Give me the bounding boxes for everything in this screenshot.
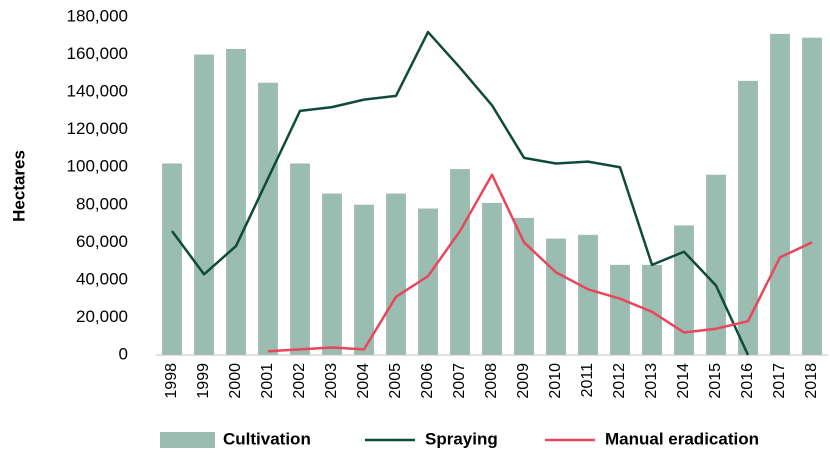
y-tick-label: 100,000 — [67, 157, 128, 176]
bar — [194, 54, 214, 356]
x-tick-label: 2012 — [611, 363, 628, 399]
x-tick-label: 2005 — [387, 363, 404, 399]
x-tick-label: 2014 — [675, 363, 692, 399]
x-tick-label: 2016 — [739, 363, 756, 399]
x-tick-label: 1999 — [195, 363, 212, 399]
legend-label: Manual eradication — [605, 429, 759, 448]
bar — [642, 264, 662, 355]
y-tick-label: 80,000 — [76, 194, 128, 213]
x-tick-label: 2006 — [419, 363, 436, 399]
x-tick-label: 2001 — [259, 363, 276, 399]
y-axis-label: Hectares — [9, 150, 28, 222]
bar — [354, 204, 374, 355]
bar — [482, 202, 502, 355]
x-tick-label: 2017 — [771, 363, 788, 399]
x-tick-label: 2004 — [355, 363, 372, 399]
y-tick-label: 20,000 — [76, 307, 128, 326]
x-tick-label: 2018 — [803, 363, 820, 399]
y-tick-label: 160,000 — [67, 44, 128, 63]
bar — [418, 208, 438, 355]
x-tick-label: 2013 — [643, 363, 660, 399]
line — [170, 30, 750, 356]
bar — [738, 80, 758, 355]
line — [267, 173, 813, 353]
bar — [546, 238, 566, 355]
bar — [674, 225, 694, 355]
bar — [514, 217, 534, 355]
x-tick-label: 2007 — [451, 363, 468, 399]
legend-label: Cultivation — [223, 429, 311, 448]
y-tick-label: 140,000 — [67, 82, 128, 101]
bar — [258, 82, 278, 355]
x-tick-label: 2002 — [291, 363, 308, 399]
x-tick-label: 2011 — [579, 363, 596, 398]
bar — [578, 234, 598, 355]
legend-label: Spraying — [425, 429, 498, 448]
x-tick-label: 2000 — [227, 363, 244, 399]
x-tick-label: 2008 — [483, 363, 500, 399]
x-tick-label: 2009 — [515, 363, 532, 399]
y-tick-label: 120,000 — [67, 119, 128, 138]
bar — [610, 264, 630, 355]
x-tick-label: 2003 — [323, 363, 340, 399]
y-tick-label: 0 — [119, 344, 128, 363]
y-tick-label: 60,000 — [76, 232, 128, 251]
x-tick-label: 1998 — [163, 363, 180, 399]
bar — [770, 33, 790, 356]
x-tick-label: 2015 — [707, 363, 724, 399]
bar — [706, 174, 726, 355]
legend-swatch — [160, 432, 215, 448]
bar — [162, 163, 182, 355]
bar — [386, 193, 406, 355]
bar — [226, 48, 246, 356]
bar — [322, 193, 342, 355]
y-tick-label: 180,000 — [67, 6, 128, 25]
bar — [802, 37, 822, 356]
x-tick-label: 2010 — [547, 363, 564, 399]
y-tick-label: 40,000 — [76, 269, 128, 288]
bar — [290, 163, 310, 355]
bar — [450, 169, 470, 355]
